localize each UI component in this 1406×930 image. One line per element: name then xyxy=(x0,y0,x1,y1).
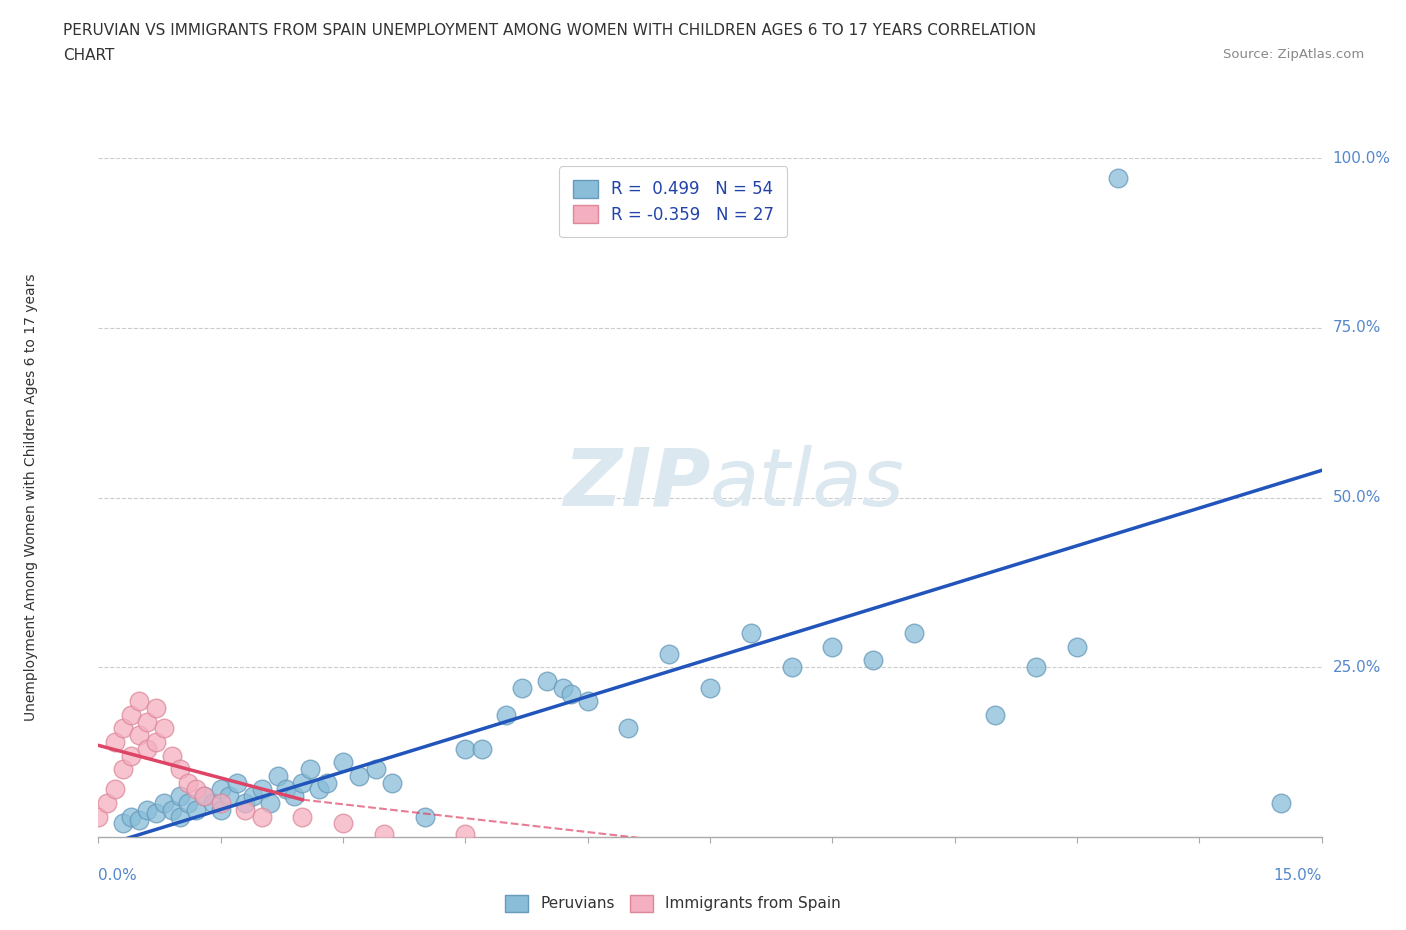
Point xyxy=(87,809,110,824)
Point xyxy=(512,680,534,695)
Point xyxy=(209,796,232,811)
Point xyxy=(111,816,134,830)
Point xyxy=(145,735,167,750)
Point xyxy=(136,714,159,729)
Point xyxy=(169,762,191,777)
Point xyxy=(903,626,925,641)
Point xyxy=(381,776,404,790)
Point xyxy=(169,809,191,824)
Point xyxy=(136,741,159,756)
Point xyxy=(120,708,142,723)
Point xyxy=(104,782,127,797)
Point xyxy=(283,789,305,804)
Point xyxy=(740,626,762,641)
Point xyxy=(96,796,118,811)
Point xyxy=(349,768,371,783)
Point xyxy=(1107,171,1129,186)
Point xyxy=(233,803,256,817)
Point xyxy=(250,809,273,824)
Point xyxy=(111,721,134,736)
Point xyxy=(145,700,167,715)
Point xyxy=(373,826,395,841)
Point xyxy=(177,776,200,790)
Point xyxy=(186,803,208,817)
Point xyxy=(1025,660,1047,675)
Point xyxy=(120,748,142,763)
Point xyxy=(160,803,183,817)
Point xyxy=(553,680,575,695)
Text: CHART: CHART xyxy=(63,48,115,63)
Point xyxy=(104,735,127,750)
Point xyxy=(201,796,224,811)
Point xyxy=(259,796,281,811)
Point xyxy=(454,826,477,841)
Point xyxy=(699,680,721,695)
Point xyxy=(780,660,803,675)
Point xyxy=(250,782,273,797)
Text: 15.0%: 15.0% xyxy=(1274,868,1322,883)
Point xyxy=(193,789,215,804)
Text: PERUVIAN VS IMMIGRANTS FROM SPAIN UNEMPLOYMENT AMONG WOMEN WITH CHILDREN AGES 6 : PERUVIAN VS IMMIGRANTS FROM SPAIN UNEMPL… xyxy=(63,23,1036,38)
Point xyxy=(226,776,249,790)
Point xyxy=(658,646,681,661)
Text: Unemployment Among Women with Children Ages 6 to 17 years: Unemployment Among Women with Children A… xyxy=(24,273,38,722)
Point xyxy=(364,762,387,777)
Point xyxy=(111,762,134,777)
Point xyxy=(471,741,494,756)
Point xyxy=(120,809,142,824)
Point xyxy=(186,782,208,797)
Point xyxy=(413,809,436,824)
Text: 100.0%: 100.0% xyxy=(1333,151,1391,166)
Point xyxy=(136,803,159,817)
Point xyxy=(821,640,844,655)
Point xyxy=(536,673,558,688)
Point xyxy=(267,768,290,783)
Point xyxy=(274,782,297,797)
Point xyxy=(560,687,582,702)
Text: 0.0%: 0.0% xyxy=(98,868,138,883)
Point xyxy=(617,721,640,736)
Point xyxy=(315,776,337,790)
Point xyxy=(169,789,191,804)
Text: 25.0%: 25.0% xyxy=(1333,659,1381,675)
Text: ZIP: ZIP xyxy=(562,445,710,523)
Text: atlas: atlas xyxy=(710,445,905,523)
Point xyxy=(128,727,150,742)
Point xyxy=(218,789,240,804)
Point xyxy=(454,741,477,756)
Point xyxy=(128,813,150,828)
Point xyxy=(209,782,232,797)
Point xyxy=(160,748,183,763)
Point xyxy=(209,803,232,817)
Text: 50.0%: 50.0% xyxy=(1333,490,1381,505)
Point xyxy=(332,755,354,770)
Point xyxy=(1066,640,1088,655)
Point xyxy=(299,762,322,777)
Point xyxy=(1270,796,1292,811)
Legend: Peruvians, Immigrants from Spain: Peruvians, Immigrants from Spain xyxy=(499,889,848,918)
Text: 75.0%: 75.0% xyxy=(1333,320,1381,336)
Point xyxy=(576,694,599,709)
Point xyxy=(291,809,314,824)
Point xyxy=(308,782,330,797)
Point xyxy=(177,796,200,811)
Point xyxy=(984,708,1007,723)
Point xyxy=(862,653,884,668)
Point xyxy=(193,789,215,804)
Point xyxy=(152,796,174,811)
Point xyxy=(291,776,314,790)
Point xyxy=(145,805,167,820)
Point xyxy=(495,708,517,723)
Point xyxy=(152,721,174,736)
Point xyxy=(128,694,150,709)
Point xyxy=(233,796,256,811)
Point xyxy=(332,816,354,830)
Point xyxy=(242,789,264,804)
Text: Source: ZipAtlas.com: Source: ZipAtlas.com xyxy=(1223,48,1364,61)
